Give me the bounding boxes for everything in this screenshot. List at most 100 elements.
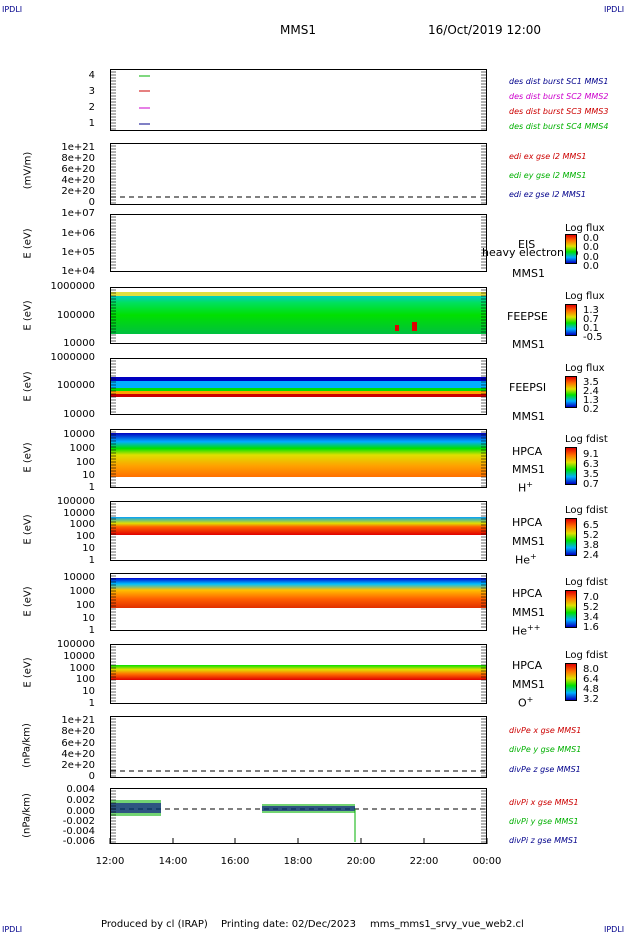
colorbar-value: 6.5 <box>583 520 599 531</box>
ytick-label: 100000 <box>56 639 95 650</box>
legend-entry: des dist burst SC4 MMS4 <box>509 122 609 131</box>
xtick-label: 00:00 <box>472 856 502 867</box>
instrument-label: FEEPSI <box>509 381 547 394</box>
instrument-label: MMS1 <box>512 606 545 619</box>
legend-entry: divPe y gse MMS1 <box>509 745 582 754</box>
feepsi-band <box>111 394 486 397</box>
panel-divpi <box>110 788 487 844</box>
ytick-label: 1e+05 <box>61 247 95 258</box>
footer-produced: Produced by cl (IRAP) <box>101 919 208 930</box>
species-label: He+ <box>515 552 537 567</box>
legend-entry: divPi z gse MMS1 <box>509 836 579 845</box>
colorbar-value: 6.4 <box>583 674 599 685</box>
legend-entry: edi ey gse l2 MMS1 <box>509 171 587 180</box>
feepsi-band <box>111 391 486 394</box>
ytick-label: 10 <box>82 686 95 697</box>
colorbar-title: Log fdist <box>565 650 608 661</box>
ytick-label: 1000000 <box>50 281 95 292</box>
ylabel-feepsi: E (eV) <box>22 371 34 402</box>
species-name: He <box>512 624 528 638</box>
colorbar-value: 1.3 <box>583 305 599 316</box>
species-label: O+ <box>518 695 533 710</box>
ytick-label: 4e+20 <box>61 175 95 186</box>
colorbar-value: 5.2 <box>583 602 599 613</box>
colorbar-value: 2.4 <box>583 550 599 561</box>
ytick-label: 10000 <box>63 651 95 662</box>
colorbar <box>565 234 577 264</box>
colorbar-value: 0.2 <box>583 404 599 415</box>
ytick-label: 10 <box>82 470 95 481</box>
feepse-hotspot <box>395 325 399 331</box>
ytick-label: 100 <box>75 674 95 685</box>
colorbar-value: 9.1 <box>583 449 599 460</box>
hpca-he2-spectrogram <box>111 578 486 608</box>
species-charge: + <box>530 552 537 561</box>
colorbar-title: Log flux <box>565 223 605 234</box>
colorbar-value: -0.5 <box>583 332 603 343</box>
ytick-label: 1 <box>88 555 95 566</box>
colorbar-title: Log flux <box>565 291 605 302</box>
colorbar <box>565 663 577 701</box>
ytick-label: 1e+04 <box>61 266 95 277</box>
ytick-label: 100000 <box>56 310 95 321</box>
species-label: H+ <box>518 480 533 495</box>
ytick-label: 1000000 <box>50 352 95 363</box>
colorbar-value: 3.8 <box>583 540 599 551</box>
ytick-label: 2e+20 <box>61 186 95 197</box>
colorbar-value: 3.2 <box>583 694 599 705</box>
colorbar <box>565 447 577 485</box>
instrument-label: MMS1 <box>512 463 545 476</box>
legend-entry: des dist burst SC3 MMS3 <box>509 107 609 116</box>
ylabel-edi: (mV/m) <box>22 151 34 190</box>
ytick-label: 6e+20 <box>61 164 95 175</box>
feepse-band <box>111 292 486 296</box>
ytick-label: 0.004 <box>66 784 95 795</box>
colorbar-value: 6.3 <box>583 459 599 470</box>
panel-divpe <box>110 716 487 778</box>
ytick-label: 1e+21 <box>61 715 95 726</box>
ytick-label: 100000 <box>56 380 95 391</box>
ytick-label: 1e+21 <box>61 142 95 153</box>
ytick-label: 6e+20 <box>61 738 95 749</box>
ytick-label: 1 <box>88 118 95 129</box>
legend-entry: divPe x gse MMS1 <box>509 726 582 735</box>
panel-edi <box>110 143 487 205</box>
colorbar-value: 1.6 <box>583 622 599 633</box>
species-name: H <box>518 481 527 495</box>
colorbar-value: 2.4 <box>583 386 599 397</box>
instrument-label: HPCA <box>512 587 543 600</box>
ytick-label: 10000 <box>63 508 95 519</box>
colorbar-value: 3.5 <box>583 469 599 480</box>
instrument-label: HPCA <box>512 445 543 458</box>
colorbar-value: 0.0 <box>583 242 599 253</box>
legend-entry: divPi y gse MMS1 <box>509 817 579 826</box>
ylabel-eis: E (eV) <box>22 228 34 259</box>
ylabel-hpca-he: E (eV) <box>22 514 34 545</box>
ytick-label: 4 <box>88 70 95 81</box>
species-label: He++ <box>512 623 540 638</box>
overlay-label: heavy electron to <box>482 246 579 259</box>
colorbar <box>565 376 577 408</box>
ytick-label: 2 <box>88 102 95 113</box>
hpca-h-spectrogram <box>111 433 486 477</box>
xtick-label: 20:00 <box>346 856 376 867</box>
ylabel-feepse: E (eV) <box>22 300 34 331</box>
legend-entry: divPi x gse MMS1 <box>509 798 579 807</box>
ytick-label: 8e+20 <box>61 153 95 164</box>
ytick-label: 0.002 <box>66 795 95 806</box>
xtick-label: 16:00 <box>220 856 250 867</box>
instrument-label: MMS1 <box>512 338 545 351</box>
colorbar-value: 0.0 <box>583 261 599 272</box>
ytick-label: 100 <box>75 600 95 611</box>
ytick-label: 1000 <box>69 519 95 530</box>
ytick-label: 8e+20 <box>61 726 95 737</box>
tick-layer <box>109 71 488 844</box>
hpca-o-spectrogram <box>111 665 486 680</box>
corner-label: IPDLI <box>604 925 625 934</box>
ytick-label: 10 <box>82 543 95 554</box>
ytick-label: 1000 <box>69 443 95 454</box>
ytick-label: 10000 <box>63 338 95 349</box>
colorbar-title: Log fdist <box>565 434 608 445</box>
colorbar-title: Log fdist <box>565 577 608 588</box>
colorbar <box>565 518 577 556</box>
